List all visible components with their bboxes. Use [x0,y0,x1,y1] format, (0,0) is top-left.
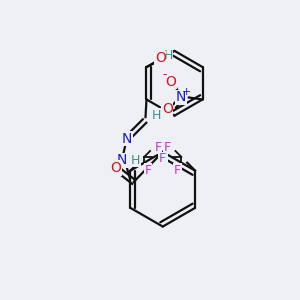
Text: N: N [176,91,186,104]
Text: H: H [131,154,140,167]
Text: O: O [166,75,177,89]
Text: N: N [117,153,127,167]
Text: N: N [122,132,132,146]
Text: F: F [145,164,152,177]
Text: F: F [174,164,181,177]
Text: F: F [158,152,165,165]
Text: F: F [160,152,167,165]
Text: -: - [162,68,166,81]
Text: F: F [164,141,171,154]
Text: O: O [111,161,122,175]
Text: F: F [154,141,161,154]
Text: H: H [152,109,161,122]
Text: +: + [182,87,192,97]
Text: O: O [155,51,166,65]
Text: H: H [164,49,173,62]
Text: O: O [162,102,173,116]
